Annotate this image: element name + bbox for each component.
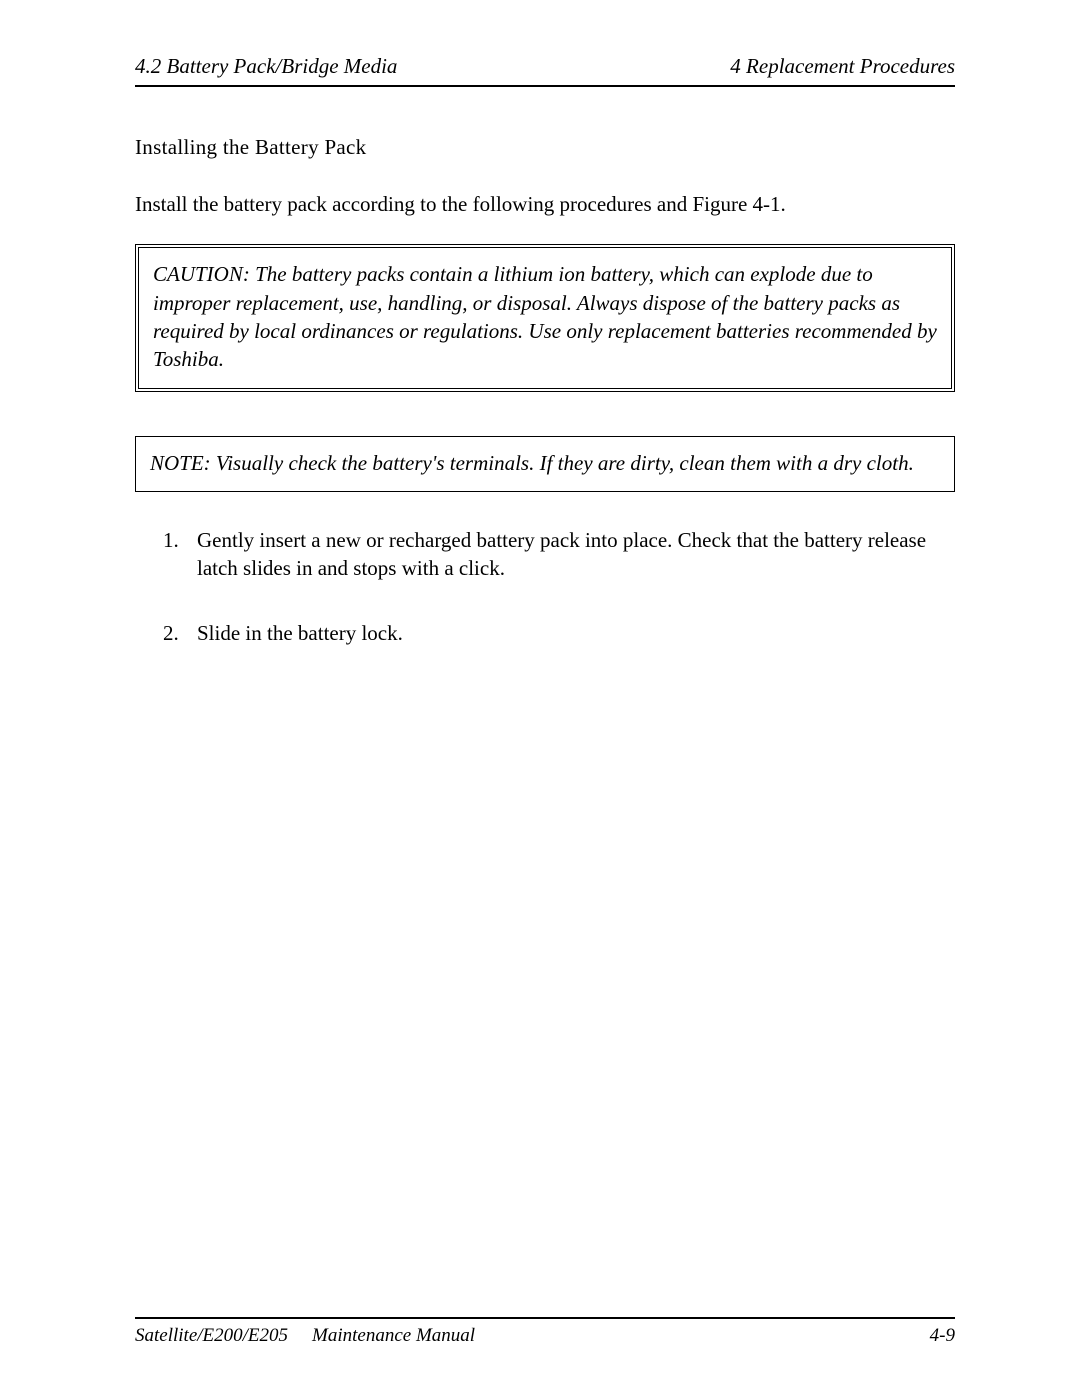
header-left: 4.2 Battery Pack/Bridge Media	[135, 54, 397, 79]
note-box: NOTE: Visually check the battery's termi…	[135, 436, 955, 492]
document-page: 4.2 Battery Pack/Bridge Media 4 Replacem…	[0, 0, 1080, 1397]
section-title: Installing the Battery Pack	[135, 135, 955, 160]
caution-box: CAUTION: The battery packs contain a lit…	[135, 244, 955, 391]
step-item: 2. Slide in the battery lock.	[163, 619, 955, 647]
footer-doc-title: Maintenance Manual	[312, 1325, 475, 1347]
page-header: 4.2 Battery Pack/Bridge Media 4 Replacem…	[135, 54, 955, 87]
header-right: 4 Replacement Procedures	[730, 54, 955, 79]
step-text: Gently insert a new or recharged battery…	[197, 526, 955, 583]
step-number: 1.	[163, 526, 197, 583]
page-footer: Satellite/E200/E205 Maintenance Manual 4…	[135, 1317, 955, 1347]
step-text: Slide in the battery lock.	[197, 619, 955, 647]
steps-list: 1. Gently insert a new or recharged batt…	[163, 526, 955, 647]
intro-paragraph: Install the battery pack according to th…	[135, 190, 955, 218]
step-number: 2.	[163, 619, 197, 647]
footer-page-number: 4-9	[930, 1325, 955, 1347]
footer-left: Satellite/E200/E205 Maintenance Manual	[135, 1325, 475, 1347]
step-item: 1. Gently insert a new or recharged batt…	[163, 526, 955, 583]
footer-product: Satellite/E200/E205	[135, 1325, 288, 1347]
